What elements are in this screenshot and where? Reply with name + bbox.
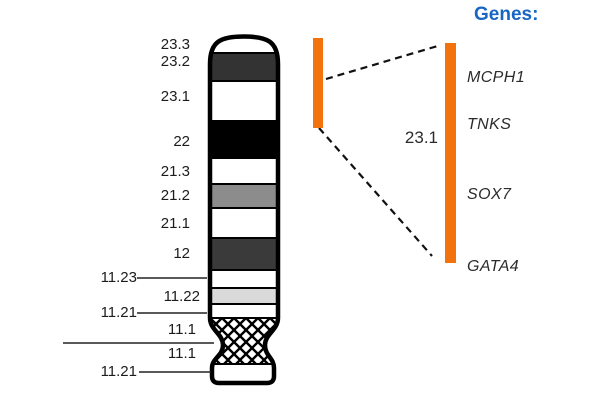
- gene-label-sox7: SOX7: [467, 186, 512, 203]
- band-label-23-3: 23.3: [160, 36, 190, 53]
- band-23-2: [210, 53, 278, 81]
- band-label-11-1-p: 11.1: [167, 321, 196, 338]
- leader-lines: [63, 277, 214, 373]
- band-23-1: [210, 81, 278, 121]
- band-label-11-21-q: 11.21: [100, 363, 137, 380]
- band-11-22: [210, 288, 278, 304]
- gene-label-gata4: GATA4: [467, 258, 520, 275]
- band-22: [210, 121, 278, 158]
- band-label-23-2: 23.2: [160, 53, 190, 70]
- band-11-23: [210, 270, 278, 288]
- band-label-11-23: 11.23: [100, 269, 137, 286]
- chromosome-bands: [210, 36, 278, 383]
- chromosome-outline: [207, 34, 281, 386]
- band-label-22: 22: [173, 133, 190, 150]
- highlight-bar-region: [313, 38, 323, 128]
- band-11-1-centromere-q: [210, 345, 278, 364]
- zoom-region-label: 23.1: [404, 128, 438, 147]
- band-21-3: [210, 158, 278, 184]
- band-label-11-22: 11.22: [163, 288, 200, 305]
- zoom-connector-top: [325, 43, 442, 81]
- band-11-21-q: [210, 364, 278, 383]
- gene-label-tnks: TNKS: [467, 116, 512, 133]
- gene-label-mcph1: MCPH1: [467, 69, 526, 86]
- band-12: [210, 238, 278, 270]
- band-label-21-3: 21.3: [160, 163, 190, 180]
- band-23-3: [210, 36, 278, 53]
- band-label-11-1-q: 11.1: [167, 345, 196, 362]
- zoom-connector-bottom: [318, 127, 433, 257]
- band-21-2: [210, 184, 278, 208]
- band-21-1: [210, 208, 278, 238]
- band-label-23-1: 23.1: [160, 88, 190, 105]
- band-label-12: 12: [173, 245, 190, 262]
- band-boundaries: [210, 52, 278, 365]
- band-label-21-2: 21.2: [160, 187, 190, 204]
- zoom-connector-lines: [318, 43, 442, 257]
- band-11-21: [210, 304, 278, 318]
- band-label-21-1: 21.1: [160, 215, 190, 232]
- genes-heading: Genes:: [474, 4, 539, 25]
- band-label-11-21: 11.21: [100, 304, 137, 321]
- zoomed-region-bar: [445, 43, 456, 263]
